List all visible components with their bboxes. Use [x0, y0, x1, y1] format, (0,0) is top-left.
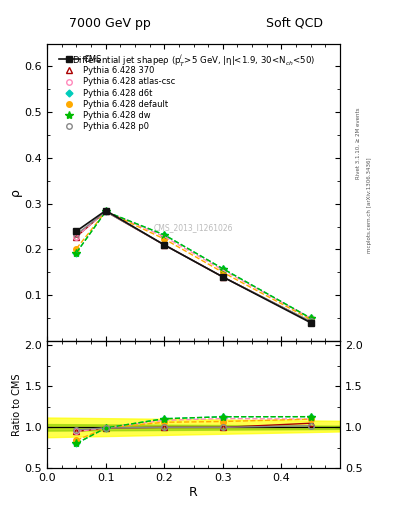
CMS	[103, 207, 108, 214]
Pythia 6.428 370	[103, 208, 108, 215]
Pythia 6.428 atlas-csc	[74, 233, 79, 240]
Pythia 6.428 d6t	[103, 208, 108, 215]
Pythia 6.428 p0	[220, 274, 225, 280]
Pythia 6.428 dw	[103, 208, 108, 215]
Pythia 6.428 default	[220, 269, 225, 275]
CMS	[308, 319, 313, 326]
Pythia 6.428 atlas-csc	[220, 267, 225, 273]
Pythia 6.428 dw	[308, 315, 313, 321]
Line: CMS: CMS	[73, 208, 314, 326]
Pythia 6.428 d6t	[74, 249, 79, 255]
Pythia 6.428 dw	[74, 249, 79, 255]
Text: 7000 GeV pp: 7000 GeV pp	[69, 16, 151, 30]
Pythia 6.428 dw	[162, 232, 167, 238]
Line: Pythia 6.428 default: Pythia 6.428 default	[73, 209, 314, 322]
Pythia 6.428 370	[74, 233, 79, 240]
Line: Pythia 6.428 dw: Pythia 6.428 dw	[72, 207, 315, 322]
Pythia 6.428 p0	[308, 318, 313, 325]
Pythia 6.428 default	[308, 316, 313, 323]
Line: Pythia 6.428 d6t: Pythia 6.428 d6t	[74, 209, 313, 321]
Text: Rivet 3.1.10, ≥ 2M events: Rivet 3.1.10, ≥ 2M events	[356, 108, 361, 179]
Text: Soft QCD: Soft QCD	[266, 16, 323, 30]
Pythia 6.428 atlas-csc	[103, 208, 108, 215]
Pythia 6.428 default	[74, 245, 79, 251]
CMS	[162, 242, 167, 248]
CMS	[74, 228, 79, 234]
Pythia 6.428 370	[162, 242, 167, 248]
Line: Pythia 6.428 atlas-csc: Pythia 6.428 atlas-csc	[73, 209, 314, 321]
Pythia 6.428 default	[162, 236, 167, 242]
X-axis label: R: R	[189, 486, 198, 499]
Y-axis label: Ratio to CMS: Ratio to CMS	[12, 373, 22, 436]
Pythia 6.428 d6t	[308, 315, 313, 321]
Legend: CMS, Pythia 6.428 370, Pythia 6.428 atlas-csc, Pythia 6.428 d6t, Pythia 6.428 de: CMS, Pythia 6.428 370, Pythia 6.428 atla…	[57, 54, 177, 133]
Text: CMS_2013_I1261026: CMS_2013_I1261026	[154, 223, 233, 232]
Pythia 6.428 d6t	[220, 266, 225, 272]
Pythia 6.428 dw	[220, 266, 225, 272]
Text: Differential jet shapeρ (p$_T^j$>5 GeV, |η|<1.9, 30<N$_{ch}$<50): Differential jet shapeρ (p$_T^j$>5 GeV, …	[72, 52, 315, 69]
Pythia 6.428 370	[220, 274, 225, 280]
Pythia 6.428 370	[308, 318, 313, 325]
Pythia 6.428 default	[103, 208, 108, 215]
Pythia 6.428 p0	[162, 242, 167, 248]
Pythia 6.428 atlas-csc	[162, 233, 167, 240]
Pythia 6.428 atlas-csc	[308, 315, 313, 321]
Line: Pythia 6.428 370: Pythia 6.428 370	[73, 208, 314, 325]
Line: Pythia 6.428 p0: Pythia 6.428 p0	[73, 209, 314, 324]
Pythia 6.428 p0	[103, 208, 108, 215]
Pythia 6.428 d6t	[162, 232, 167, 238]
Text: mcplots.cern.ch [arXiv:1306.3436]: mcplots.cern.ch [arXiv:1306.3436]	[367, 157, 373, 252]
Y-axis label: ρ: ρ	[9, 188, 22, 196]
Pythia 6.428 p0	[74, 231, 79, 238]
CMS	[220, 274, 225, 280]
